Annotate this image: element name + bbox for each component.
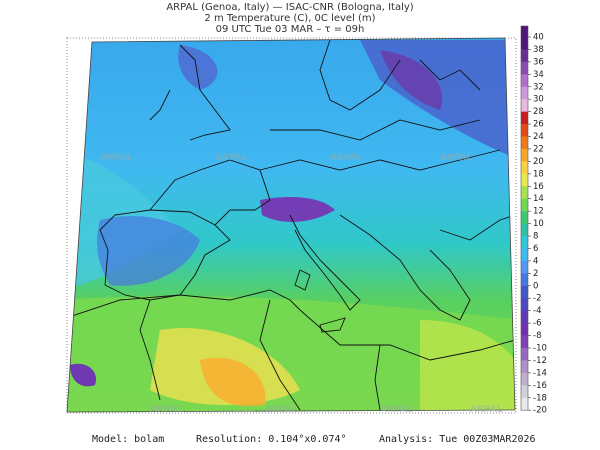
header-line: ARPAL (Genoa, Italy) — ISAC-CNR (Bologna… [166,2,413,13]
colorbar-label: 22 [533,144,544,154]
colorbar-label: 14 [533,194,544,204]
colorbar-swatch [521,310,528,324]
colorbar-swatch [521,49,528,63]
colorbar-label: 16 [533,182,544,192]
watermark: ARPAL [150,405,183,415]
colorbar-swatch [521,335,528,349]
colorbar-label: 32 [533,82,544,92]
colorbar-swatch [521,148,528,162]
colorbar-label: -12 [533,356,547,366]
colorbar-label: 12 [533,207,544,217]
colorbar-label: 6 [533,244,538,254]
header-line: 09 UTC Tue 03 MAR – τ = 09h [216,24,365,35]
colorbar-swatch [521,273,528,287]
colorbar-label: -14 [533,368,547,378]
colorbar-swatch [521,211,528,224]
colorbar-swatch [521,74,528,88]
colorbar-label: -20 [533,406,547,416]
colorbar-swatch [521,248,528,262]
colorbar: 4038363432302826242220181614121086420-2-… [520,25,547,416]
footer-resolution: Resolution: 0.104°x0.074° [196,434,347,445]
header-line: 2 m Temperature (C), 0C level (m) [204,13,375,24]
watermark: ARPAL [330,153,363,163]
colorbar-label: -8 [533,331,541,341]
colorbar-swatch [521,348,528,361]
colorbar-label: 26 [533,120,544,130]
footer-analysis: Analysis: Tue 00Z03MAR2026 [379,434,536,445]
colorbar-swatch [521,61,528,75]
colorbar-swatch [521,161,528,175]
colorbar-label: 40 [533,33,544,43]
colorbar-label: 8 [533,232,538,242]
colorbar-label: 30 [533,95,544,105]
colorbar-outline [520,25,529,411]
colorbar-label: -10 [533,344,547,354]
colorbar-swatch [521,173,528,187]
colorbar-label: 4 [533,256,538,266]
footer-model: Model: bolam [92,434,164,445]
map-frame [66,37,517,414]
colorbar-label: -18 [533,393,547,403]
header: ARPAL (Genoa, Italy) — ISAC-CNR (Bologna… [166,2,413,35]
colorbar-swatch [521,298,528,311]
colorbar-swatch [521,285,528,299]
colorbar-swatch [521,397,528,411]
colorbar-swatch [521,86,528,100]
watermark: ARPAL [265,405,298,415]
colorbar-label: 34 [533,70,544,80]
colorbar-swatch [521,323,528,336]
watermark: ARPAL [100,153,133,163]
colorbar-swatch [521,198,528,212]
watermark: ARPAL [215,153,248,163]
colorbar-label: -4 [533,306,541,316]
colorbar-label: -2 [533,294,541,304]
colorbar-cap-top [521,26,528,37]
colorbar-swatch [521,124,528,137]
colorbar-swatch [521,223,528,237]
colorbar-swatch [521,37,528,50]
watermarks: ARPAL ARPAL ARPAL ARPAL ARPAL ARPAL ARPAL ARPAL [100,153,503,415]
colorbar-label: 38 [533,45,544,55]
temperature-field [67,38,515,412]
watermark: ARPAL [440,153,473,163]
colorbar-label: 10 [533,219,544,229]
colorbar-label: 36 [533,57,544,67]
watermark: ARPAL [470,405,503,415]
coastlines [67,39,515,411]
colorbar-swatch [521,385,528,399]
colorbar-label: -16 [533,381,547,391]
colorbar-label: -6 [533,319,541,329]
colorbar-swatch [521,372,528,386]
footer: Model: bolam Resolution: 0.104°x0.074° Ana… [92,434,536,445]
colorbar-swatch [521,136,528,150]
colorbar-label: 20 [533,157,544,167]
colorbar-swatch [521,360,528,374]
colorbar-swatch [521,260,528,274]
colorbar-swatch [521,99,528,112]
colorbar-swatch [521,236,528,249]
colorbar-swatch [521,111,528,125]
colorbar-label: 2 [533,269,538,279]
model-domain [66,37,516,413]
colorbar-label: 24 [533,132,544,142]
watermark: ARPAL [380,405,413,415]
colorbar-swatch [521,186,528,200]
colorbar-label: 18 [533,169,544,179]
colorbar-label: 0 [533,281,538,291]
colorbar-label: 28 [533,107,544,117]
